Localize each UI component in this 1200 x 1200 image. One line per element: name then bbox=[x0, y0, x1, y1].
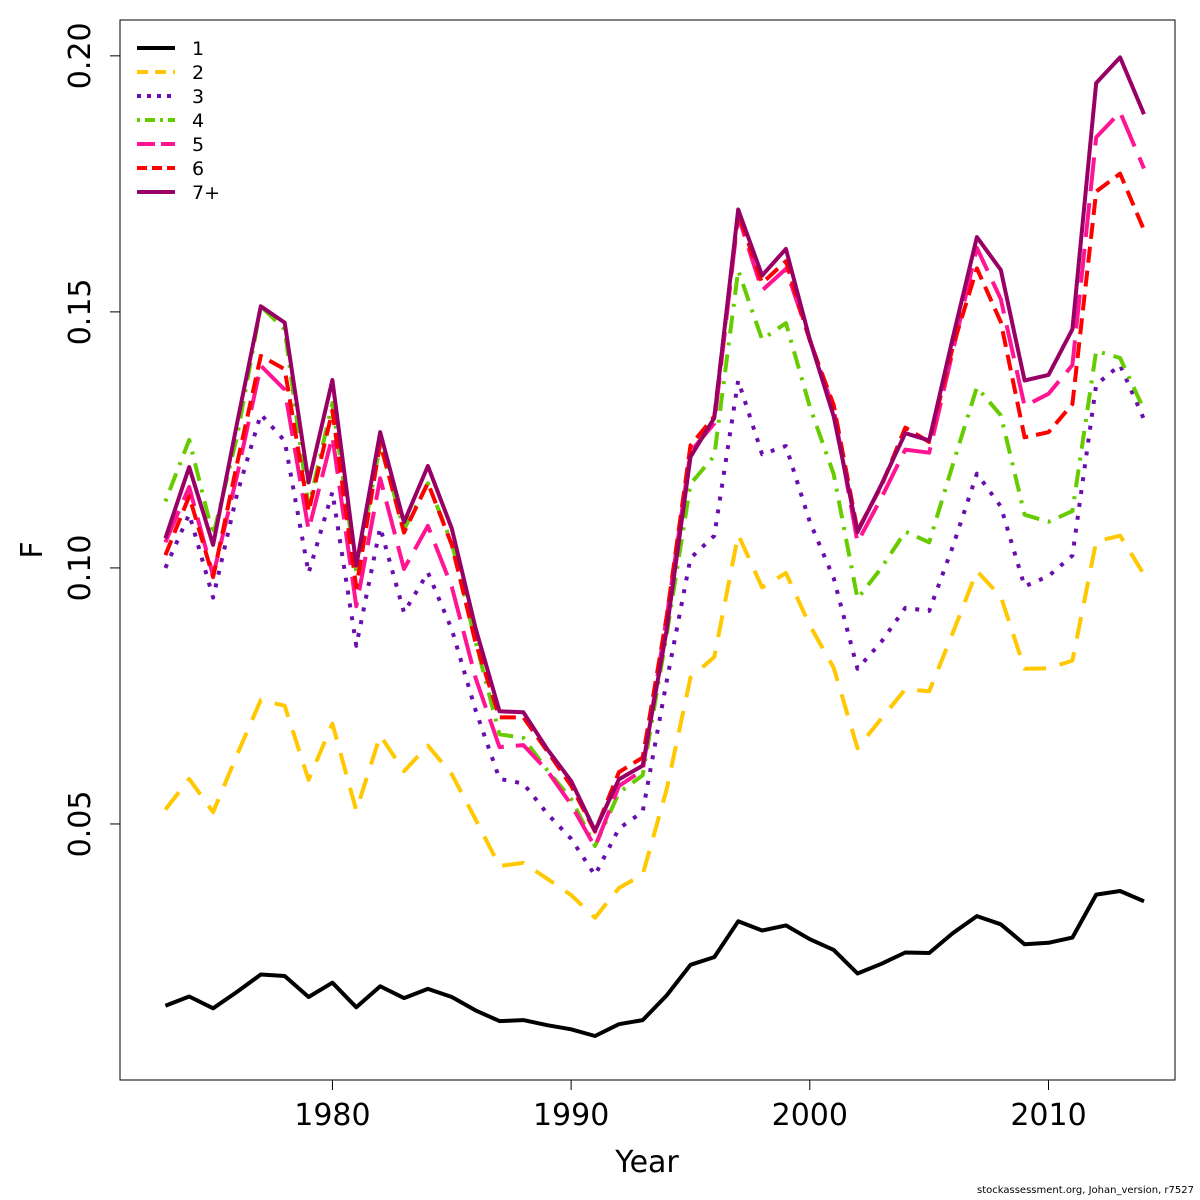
y-axis-label: F bbox=[15, 541, 50, 558]
y-tick-label: 0.15 bbox=[63, 278, 98, 345]
series-line-2 bbox=[163, 532, 1146, 920]
y-tick-label: 0.10 bbox=[63, 535, 98, 602]
x-tick-label: 1990 bbox=[533, 1098, 609, 1133]
legend-label: 5 bbox=[192, 134, 204, 156]
axes: 1980 1990 2000 2010 0.05 0.10 0.15 0.20 bbox=[63, 22, 1087, 1133]
legend-label: 1 bbox=[192, 38, 204, 60]
x-tick-label: 2010 bbox=[1010, 1098, 1086, 1133]
series-layer bbox=[163, 55, 1146, 1038]
legend-label: 3 bbox=[192, 86, 204, 108]
plot-frame bbox=[119, 19, 1176, 1081]
series-line-3 bbox=[163, 363, 1146, 878]
legend-label: 4 bbox=[192, 110, 204, 132]
y-tick-label: 0.05 bbox=[63, 791, 98, 858]
y-tick-label: 0.20 bbox=[63, 22, 98, 89]
x-tick-label: 1980 bbox=[294, 1098, 370, 1133]
x-axis-label: Year bbox=[614, 1145, 679, 1180]
series-line-5 bbox=[163, 110, 1146, 849]
series-line-1 bbox=[164, 889, 1145, 1038]
x-tick-label: 2000 bbox=[772, 1098, 848, 1133]
series-line-7plus bbox=[163, 55, 1146, 833]
credit-footnote: stockassessment.org, Johan_version, r752… bbox=[977, 1185, 1194, 1196]
legend-label: 2 bbox=[192, 62, 204, 84]
legend-label: 6 bbox=[192, 158, 204, 180]
legend-label: 7+ bbox=[192, 182, 220, 204]
series-line-6 bbox=[163, 171, 1146, 834]
